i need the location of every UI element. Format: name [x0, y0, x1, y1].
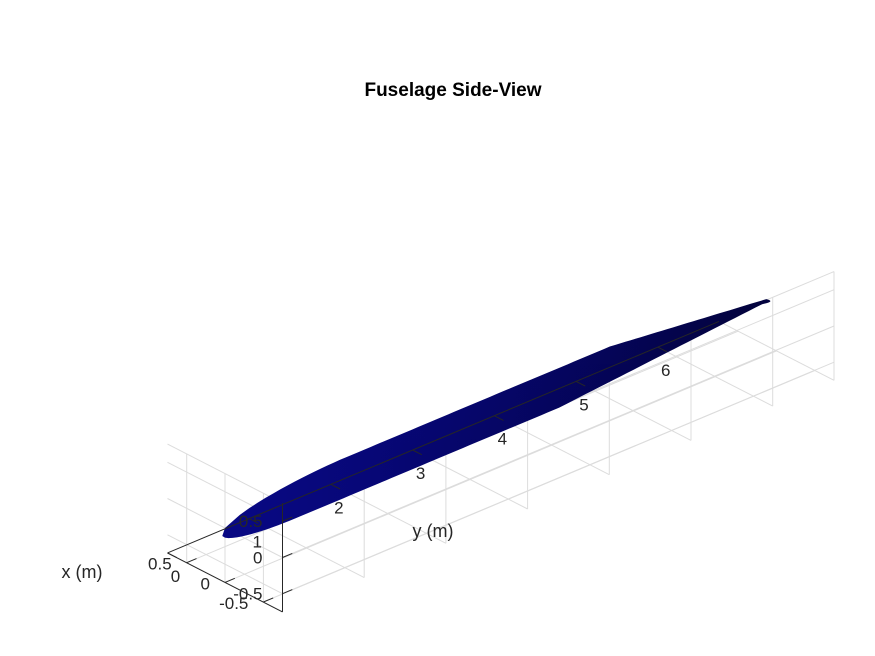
y-tick-mark [248, 518, 259, 524]
x-tick-mark [186, 558, 197, 564]
y-tick-mark [330, 483, 341, 490]
y-tick-label: 1 [252, 533, 261, 552]
y-tick-label: 0 [171, 567, 180, 586]
y-axis-line [167, 320, 720, 554]
x-tick-label: -0.5 [219, 594, 248, 613]
grid-line [282, 325, 835, 558]
y-tick-mark [167, 552, 177, 559]
grid-line [224, 350, 777, 583]
y-tick-mark [657, 346, 668, 353]
y-tick-label: 3 [416, 464, 425, 483]
z-tick-mark [282, 589, 293, 595]
y-tick-label: 5 [579, 395, 588, 414]
y-tick-label: 4 [498, 430, 507, 449]
grid-line [718, 320, 835, 381]
y-tick-mark [494, 415, 504, 421]
z-tick-mark [282, 516, 293, 522]
grid-line [282, 361, 835, 595]
y-tick-mark [412, 449, 423, 456]
x-tick-mark [263, 597, 274, 603]
nose-highlight [185, 501, 237, 538]
grid-line [167, 443, 283, 504]
fuselage-surface [185, 299, 771, 539]
z-tick-mark [282, 552, 293, 558]
z-tick-label: 0.5 [239, 512, 263, 531]
z-tick-label: -0.5 [233, 585, 262, 604]
x-tick-mark [224, 577, 235, 583]
x-tick-label: 0.5 [148, 555, 172, 574]
x-tick-label: 0 [201, 574, 210, 593]
y-tick-label: 6 [661, 361, 670, 380]
x-axis-label: x (m) [62, 562, 103, 582]
y-tick-mark [575, 380, 586, 387]
y-axis-label: y (m) [413, 521, 454, 541]
z-tick-label: 0 [253, 549, 262, 568]
axes [167, 320, 720, 613]
y-tick-label: 2 [334, 498, 343, 517]
chart-title: Fuselage Side-View [364, 80, 541, 101]
